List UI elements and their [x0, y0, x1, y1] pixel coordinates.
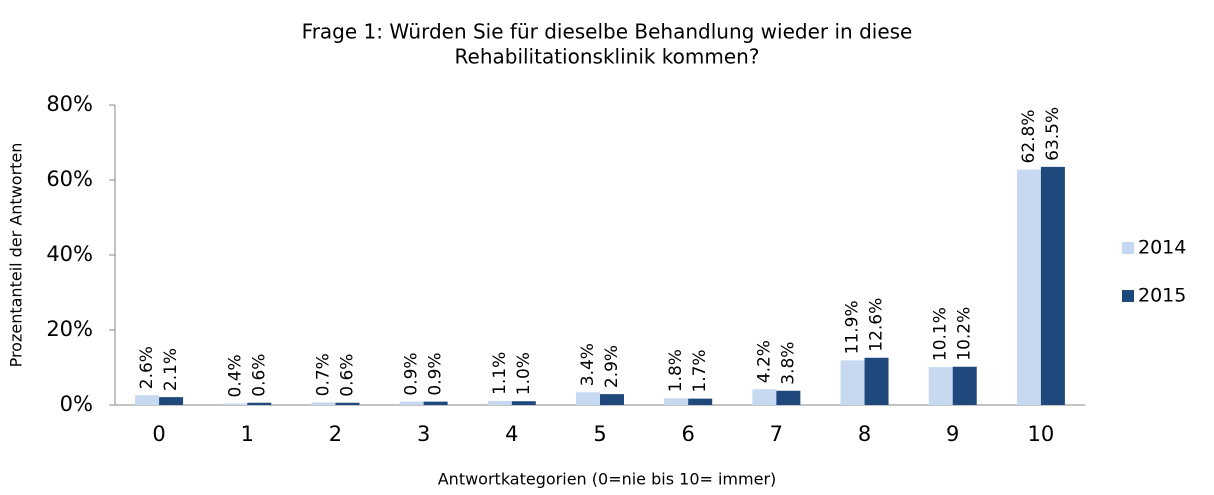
x-tick-label: 5: [593, 422, 606, 446]
bar: [928, 367, 953, 405]
bar: [511, 401, 536, 405]
x-tick-label: 1: [241, 422, 254, 446]
chart-title: Rehabilitationsklinik kommen?: [455, 45, 760, 69]
bar: [576, 392, 600, 405]
bar: [311, 402, 336, 405]
x-tick-label: 2: [329, 422, 342, 446]
x-tick-label: 0: [152, 422, 165, 446]
bar: [688, 398, 713, 405]
x-tick-label: 10: [1028, 422, 1055, 446]
value-label: 1.8%: [666, 349, 686, 392]
value-label: 10.1%: [931, 307, 951, 361]
bar: [1016, 169, 1041, 405]
x-tick-label: 4: [505, 422, 518, 446]
x-tick-label: 7: [770, 422, 783, 446]
bar: [335, 402, 360, 405]
x-tick-label: 6: [681, 422, 694, 446]
bar: [135, 395, 160, 405]
value-label: 1.0%: [514, 352, 534, 395]
bar: [487, 400, 512, 405]
value-label: 11.9%: [843, 300, 863, 354]
legend-label: 2014: [1138, 237, 1186, 259]
value-label: 2.9%: [602, 345, 622, 388]
x-axis-label: Antwortkategorien (0=nie bis 10= immer): [438, 470, 777, 489]
legend-label: 2015: [1138, 285, 1186, 307]
value-label: 0.6%: [337, 354, 357, 397]
bar: [247, 402, 272, 405]
value-label: 0.7%: [313, 353, 333, 396]
x-tick-label: 9: [946, 422, 959, 446]
legend-swatch: [1122, 242, 1134, 254]
legend-swatch: [1122, 290, 1134, 302]
bar: [952, 366, 977, 405]
bar: [423, 401, 448, 405]
x-tick-label: 8: [858, 422, 871, 446]
value-label: 0.4%: [225, 354, 245, 397]
value-label: 3.4%: [578, 343, 598, 386]
value-label: 10.2%: [955, 307, 975, 361]
bar: [840, 360, 865, 405]
y-tick-label: 40%: [46, 242, 93, 266]
value-label: 1.1%: [490, 352, 510, 395]
bar: [864, 357, 889, 405]
value-label: 3.8%: [778, 342, 798, 385]
value-label: 12.6%: [867, 298, 887, 352]
bar: [664, 398, 689, 405]
bar: [776, 390, 801, 405]
y-tick-label: 20%: [46, 317, 93, 341]
value-label: 1.7%: [690, 349, 710, 392]
bar: [399, 401, 424, 405]
x-tick-label: 3: [417, 422, 430, 446]
value-label: 2.1%: [161, 348, 181, 391]
bar: [1040, 166, 1065, 405]
chart-title: Frage 1: Würden Sie für dieselbe Behandl…: [302, 20, 913, 44]
value-label: 0.9%: [426, 352, 446, 395]
value-label: 0.9%: [402, 352, 422, 395]
bar: [752, 389, 777, 405]
bar: [223, 403, 248, 405]
value-label: 2.6%: [137, 346, 157, 389]
value-label: 0.6%: [249, 354, 269, 397]
value-label: 62.8%: [1019, 109, 1039, 163]
value-label: 63.5%: [1043, 107, 1063, 161]
bar: [159, 397, 184, 405]
y-tick-label: 60%: [46, 167, 93, 191]
y-axis-label: Prozentanteil der Antworten: [7, 143, 26, 368]
value-label: 4.2%: [754, 340, 774, 383]
bar: [600, 394, 624, 405]
y-tick-label: 80%: [46, 92, 93, 116]
y-tick-label: 0%: [60, 392, 93, 416]
